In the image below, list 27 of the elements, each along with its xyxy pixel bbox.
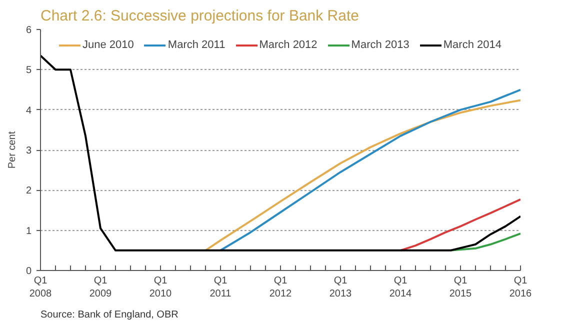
line-series (450, 232, 520, 252)
x-tick-label: Q1 2012 (269, 276, 292, 300)
legend-label: March 2012 (259, 39, 318, 51)
y-tick-label: 4 (26, 105, 32, 116)
x-tick-label: Q1 2013 (329, 276, 352, 300)
y-tick-label: 0 (26, 266, 32, 277)
y-tick-label: 2 (26, 186, 32, 197)
y-axis-title: Per cent (6, 131, 18, 169)
legend-label: March 2013 (351, 39, 410, 51)
x-tick-label: Q1 2010 (149, 276, 172, 300)
line-series (400, 198, 520, 252)
legend-label: March 2014 (443, 39, 502, 51)
legend-label: March 2011 (168, 39, 226, 51)
y-tick-label: 6 (26, 25, 32, 36)
source-note: Source: Bank of England, OBR (40, 310, 178, 320)
y-tick-label: 3 (26, 146, 32, 156)
x-tick-label: Q1 2016 (509, 276, 532, 300)
legend-label: June 2010 (82, 39, 134, 51)
x-tick-label: Q1 2014 (389, 276, 412, 300)
y-tick-label: 5 (26, 65, 32, 76)
x-tick-label: Q1 2011 (210, 276, 232, 300)
x-tick-label: Q1 2008 (29, 276, 52, 300)
x-tick-label: Q1 2009 (89, 276, 112, 300)
x-tick-label: Q1 2015 (449, 276, 472, 300)
line-series (40, 54, 520, 252)
y-tick-label: 1 (26, 226, 32, 237)
chart-title: Chart 2.6: Successive projections for Bank Rate (40, 8, 359, 24)
